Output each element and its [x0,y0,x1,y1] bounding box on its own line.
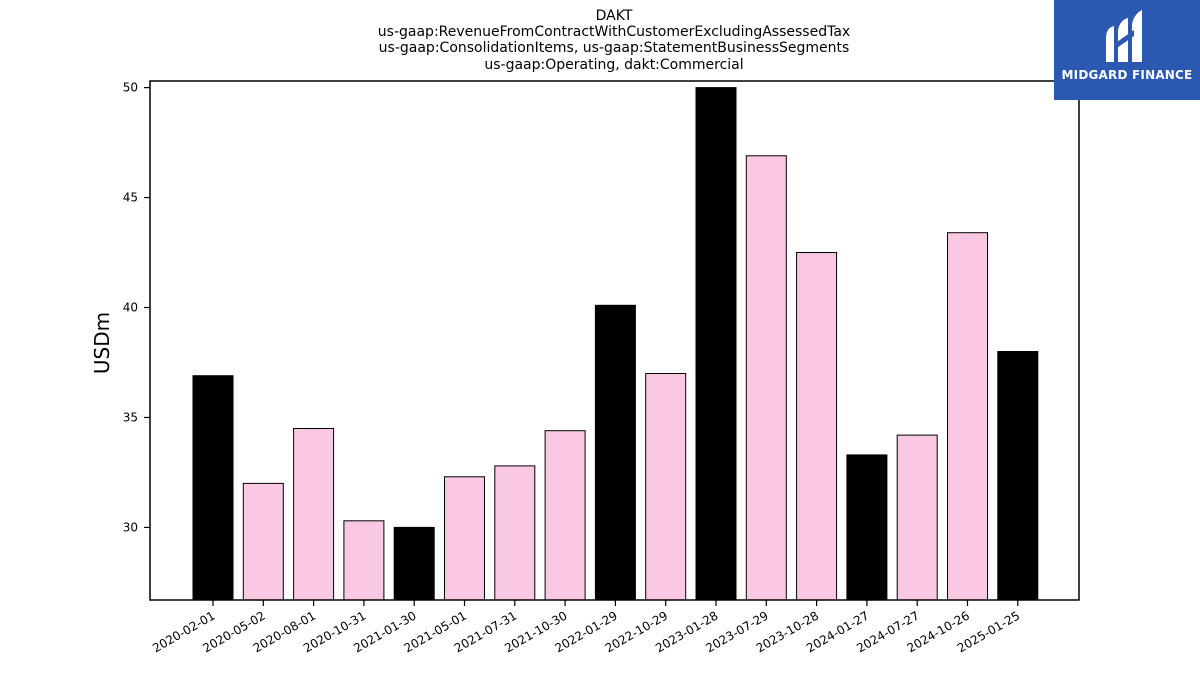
bar-2025-01-25 [997,351,1039,601]
y-tick-label: 30 [123,520,138,534]
bar-2020-10-31 [343,520,385,601]
y-tick-label: 50 [123,81,138,95]
bar-2021-01-30 [393,526,435,601]
bar-2021-10-30 [544,430,586,601]
x-axis: 2020-02-012020-05-022020-08-012020-10-31… [150,600,1022,655]
bar-2024-07-27 [896,434,938,601]
bar-2023-07-29 [745,155,787,601]
bar-2023-10-28 [796,252,838,601]
bars-group [192,87,1039,601]
bar-2020-08-01 [293,428,335,601]
bar-2020-02-01 [192,375,234,601]
title-line-4: us-gaap:Operating, dakt:Commercial [484,57,743,73]
bar-2022-01-29 [594,304,636,601]
title-line-2: us-gaap:RevenueFromContractWithCustomerE… [378,24,850,40]
title-line-3: us-gaap:ConsolidationItems, us-gaap:Stat… [379,40,850,56]
bar-2021-07-31 [494,465,536,601]
bar-2022-10-29 [645,373,687,601]
y-tick-label: 40 [123,301,138,315]
midgard-finance-logo: MIDGARD FINANCE [1054,0,1200,100]
bar-2024-10-26 [947,232,988,601]
y-axis-label: USDm [90,312,114,374]
bar-2020-05-02 [242,482,284,601]
y-tick-label: 45 [123,191,138,205]
logo-mark-icon [1106,10,1142,62]
bar-2023-01-28 [695,87,737,601]
bar-2024-01-27 [846,454,888,601]
chart-title: DAKT us-gaap:RevenueFromContractWithCust… [378,8,850,73]
y-tick-label: 35 [123,410,138,424]
plot-frame [149,80,1080,601]
title-line-1: DAKT [596,8,633,24]
logo-text: MIDGARD FINANCE [1061,68,1193,82]
bar-2021-05-01 [444,476,485,601]
y-axis: 30 35 40 45 50 [123,81,150,534]
